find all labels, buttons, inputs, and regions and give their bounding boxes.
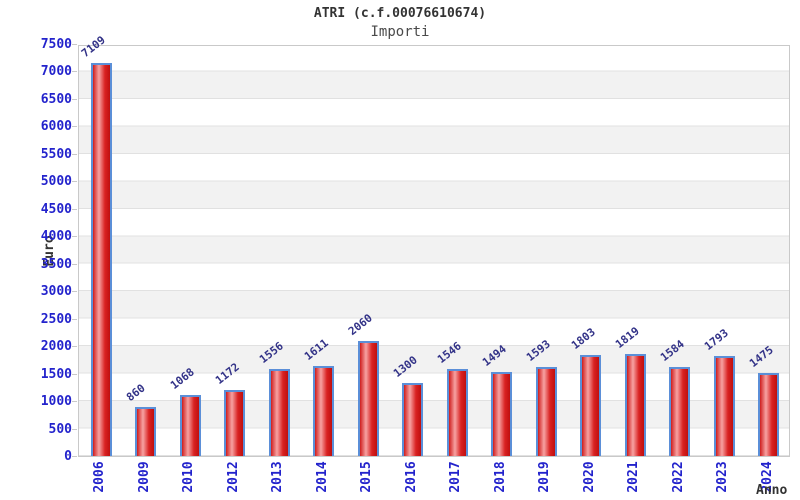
bar-2015 (357, 340, 379, 456)
x-tick-label-2015: 2015 (359, 461, 375, 493)
y-tick-mark (72, 428, 77, 430)
x-tick-label-2009: 2009 (136, 461, 152, 493)
y-tick-label: 6000 (40, 119, 72, 135)
y-tick-mark (72, 44, 77, 45)
y-tick-label: 5500 (40, 146, 72, 162)
bar-2012 (224, 389, 246, 456)
x-tick-label-2019: 2019 (537, 461, 553, 493)
y-tick-mark (72, 126, 77, 128)
x-tick-label-2010: 2010 (181, 461, 197, 493)
x-tick-label-2023: 2023 (715, 461, 731, 493)
y-tick-mark (72, 71, 77, 73)
bar-2006 (90, 63, 112, 456)
bar-2021 (624, 354, 646, 456)
y-tick-label: 1500 (40, 366, 72, 382)
chart-title: ATRI (c.f.00076610674) (313, 6, 487, 21)
bar-value-label: 1546 (435, 339, 465, 367)
bar-value-label: 1584 (657, 337, 687, 364)
bar-value-label: 860 (123, 381, 148, 404)
bar-2022 (669, 367, 691, 456)
y-axis-tick-labels: 0 500 1000 1500 2000 2500 3000 3500 4000 4500 5000… (0, 38, 72, 464)
bar-2024 (758, 372, 780, 456)
y-tick-label: 3500 (40, 256, 72, 272)
y-tick-label: 2500 (40, 311, 72, 327)
y-tick-mark (72, 318, 77, 320)
y-tick-mark (72, 263, 77, 265)
y-tick-label: 5000 (40, 174, 72, 190)
x-tick-label-2021: 2021 (626, 461, 642, 493)
bar-2023 (713, 355, 735, 456)
y-tick-label: 7500 (40, 37, 72, 52)
y-tick-mark (72, 346, 77, 348)
y-tick-label: 3000 (40, 284, 72, 300)
bar-2017 (446, 369, 468, 456)
x-tick-label-2020: 2020 (581, 461, 597, 493)
bar-2010 (179, 395, 201, 456)
x-tick-label-2018: 2018 (492, 461, 508, 493)
y-tick-mark (72, 373, 77, 375)
x-tick-label-2006: 2006 (92, 461, 108, 493)
bar-value-label: 1819 (613, 324, 643, 352)
x-tick-label-2022: 2022 (670, 461, 686, 493)
bar-2014 (313, 365, 335, 456)
bar-value-label: 1611 (301, 335, 331, 363)
y-tick-label: 0 (64, 449, 72, 464)
x-axis-tick-labels: 2006 2009 2010 2012 2013 2014 2015 2016 2017 2018… (78, 457, 790, 500)
y-tick-mark (72, 456, 77, 457)
x-axis-title: Anno (756, 483, 788, 498)
x-tick-label-2016: 2016 (403, 461, 419, 493)
y-tick-mark (72, 98, 77, 100)
bar-2020 (580, 354, 602, 456)
bar-2016 (402, 382, 424, 456)
bar-value-label: 1172 (212, 360, 242, 387)
y-tick-label: 6500 (40, 91, 72, 107)
bar-value-label: 2060 (346, 311, 376, 338)
y-tick-mark (72, 181, 77, 183)
y-tick-label: 4500 (40, 201, 72, 217)
y-tick-label: 500 (48, 421, 72, 437)
y-tick-label: 7000 (40, 64, 72, 80)
bar-value-label: 1494 (479, 342, 509, 369)
x-tick-label-2013: 2013 (270, 461, 286, 493)
bar-value-label: 1068 (168, 365, 198, 393)
x-tick-label-2014: 2014 (314, 461, 330, 493)
x-tick-label-2012: 2012 (225, 461, 241, 493)
bar-value-label: 1556 (257, 338, 287, 366)
y-tick-label: 4000 (40, 229, 72, 245)
bar-2018 (491, 371, 513, 456)
bar-value-label: 1793 (702, 325, 732, 353)
y-axis-tick-marks (72, 44, 78, 457)
bar-value-label: 1803 (568, 325, 598, 352)
x-tick-label-2017: 2017 (448, 461, 464, 493)
y-tick-label: 2000 (40, 339, 72, 355)
chart-subtitle: Importi (370, 24, 430, 40)
plot-area: 7109 860 1068 1172 1556 1611 2060 1300 1546 1494 1… (78, 34, 790, 457)
bar-value-label: 1593 (524, 336, 554, 364)
y-tick-mark (72, 153, 77, 155)
bar-2009 (135, 406, 157, 456)
y-tick-mark (72, 401, 77, 403)
bar-2019 (535, 366, 557, 456)
y-tick-mark (72, 236, 77, 238)
bar-2013 (268, 368, 290, 456)
bar-value-label: 1475 (746, 343, 776, 370)
y-tick-label: 1000 (40, 394, 72, 410)
y-tick-mark (72, 208, 77, 210)
y-tick-mark (72, 291, 77, 293)
bar-value-label: 1300 (390, 353, 420, 380)
